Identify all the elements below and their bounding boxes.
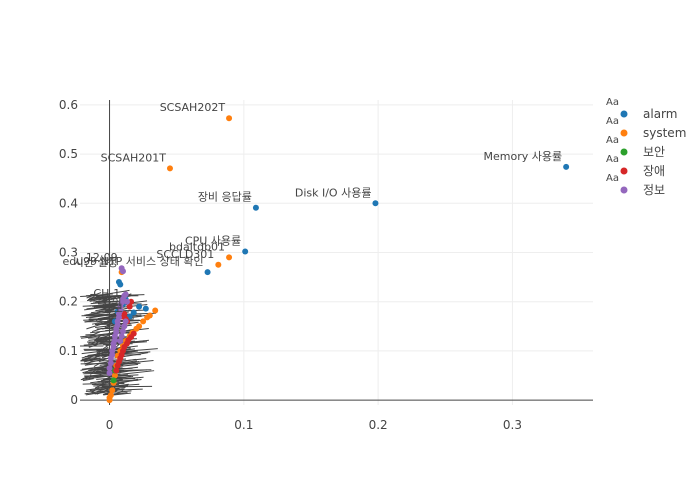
point-annotation: 정보 bbox=[103, 302, 123, 315]
y-tick-label: 0.2 bbox=[59, 295, 78, 309]
y-tick-label: 0.4 bbox=[59, 196, 78, 210]
x-tick-label: 0.3 bbox=[503, 418, 522, 432]
x-tick-label: 0.2 bbox=[369, 418, 388, 432]
legend-glyph: Aa bbox=[606, 97, 619, 108]
data-point[interactable] bbox=[152, 308, 158, 314]
data-point[interactable] bbox=[111, 377, 117, 383]
legend-label[interactable]: 정보 bbox=[643, 183, 665, 197]
legend-glyph: Aa bbox=[606, 135, 619, 146]
data-point[interactable] bbox=[215, 262, 221, 268]
point-annotation: SCSAH201T bbox=[101, 151, 167, 164]
data-point[interactable] bbox=[113, 368, 119, 374]
data-point[interactable] bbox=[124, 299, 130, 305]
data-point[interactable] bbox=[107, 395, 113, 401]
point-annotation: 장비 응답률 bbox=[198, 191, 252, 204]
y-tick-label: 0.5 bbox=[59, 147, 78, 161]
data-point[interactable] bbox=[205, 269, 211, 275]
legend-glyph: Aa bbox=[606, 116, 619, 127]
legend-marker[interactable] bbox=[621, 187, 628, 194]
cluster-stroke bbox=[102, 380, 108, 381]
legend-label[interactable]: alarm bbox=[643, 107, 677, 121]
data-point[interactable] bbox=[116, 279, 122, 285]
legend-marker[interactable] bbox=[621, 130, 628, 137]
legend-marker[interactable] bbox=[621, 149, 628, 156]
data-point[interactable] bbox=[123, 291, 129, 297]
data-point[interactable] bbox=[120, 268, 126, 274]
data-point[interactable] bbox=[167, 165, 173, 171]
y-tick-label: 0 bbox=[70, 393, 78, 407]
data-point[interactable] bbox=[226, 115, 232, 121]
y-tick-label: 0.6 bbox=[59, 98, 78, 112]
data-point[interactable] bbox=[372, 200, 378, 206]
x-tick-label: 0.1 bbox=[234, 418, 253, 432]
legend-label[interactable]: 보안 bbox=[643, 145, 665, 159]
data-point[interactable] bbox=[563, 164, 569, 170]
legend-marker[interactable] bbox=[621, 111, 628, 118]
point-annotation: 시간 설정 bbox=[74, 256, 118, 269]
point-annotation: Disk I/O 사용률 bbox=[295, 186, 372, 199]
data-point[interactable] bbox=[107, 370, 113, 376]
point-annotation: Memory 사용률 bbox=[484, 150, 563, 163]
x-tick-label: 0 bbox=[106, 418, 114, 432]
data-point[interactable] bbox=[140, 318, 146, 324]
legend-label[interactable]: 장애 bbox=[643, 164, 665, 178]
data-point[interactable] bbox=[123, 318, 129, 324]
data-point[interactable] bbox=[242, 249, 248, 255]
legend-glyph: Aa bbox=[606, 154, 619, 165]
data-point[interactable] bbox=[226, 254, 232, 260]
legend-marker[interactable] bbox=[621, 168, 628, 175]
point-annotation: SCSAH202T bbox=[160, 101, 226, 114]
data-point[interactable] bbox=[253, 205, 259, 211]
y-tick-label: 0.1 bbox=[59, 344, 78, 358]
legend-glyph: Aa bbox=[606, 173, 619, 184]
data-point[interactable] bbox=[143, 306, 149, 312]
data-point[interactable] bbox=[117, 338, 123, 344]
legend-label[interactable]: system bbox=[643, 126, 686, 140]
data-point[interactable] bbox=[136, 304, 142, 310]
